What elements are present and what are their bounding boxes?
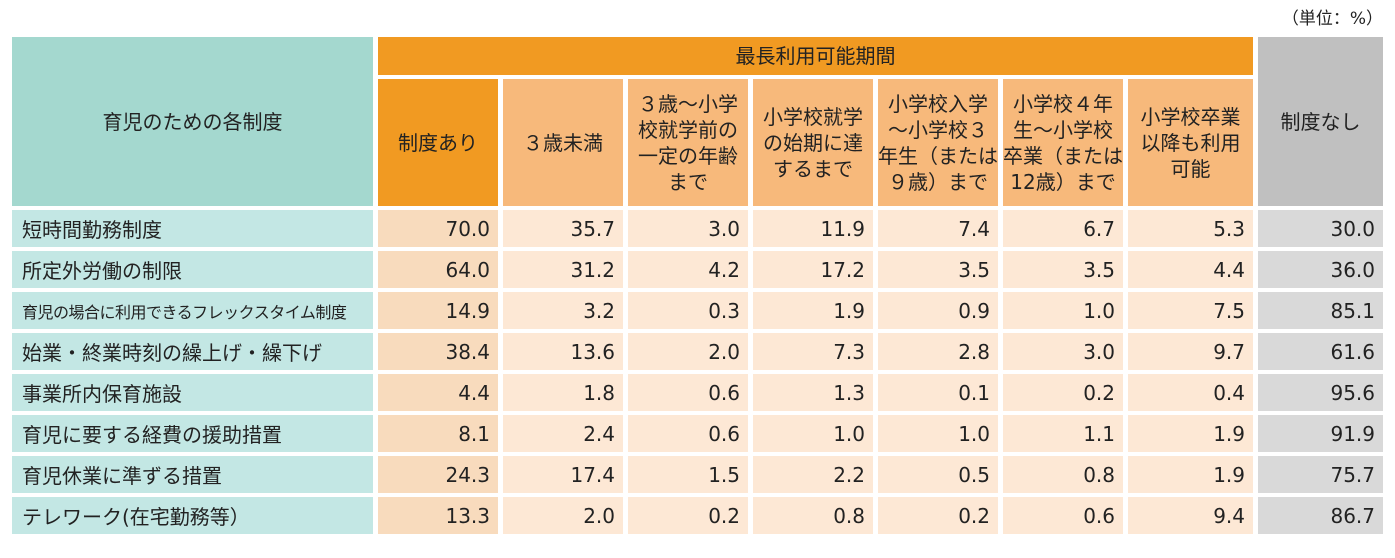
value-cell: 1.5 [628, 456, 748, 493]
value-cell: 36.0 [1258, 251, 1383, 288]
header-cell: ３歳未満 [503, 79, 623, 206]
header-cell: 制度あり [378, 79, 498, 206]
value-cell: 0.4 [1128, 374, 1253, 411]
value-cell: 8.1 [378, 415, 498, 452]
value-cell: 3.0 [1003, 333, 1123, 370]
header-cell: 小学校入学 ～小学校３ 年生（または ９歳）まで [878, 79, 998, 206]
table-row: 育児休業に準ずる措置 24.3 17.4 1.5 2.2 0.5 0.8 1.9 75.7 [12, 456, 1383, 493]
value-cell: 2.8 [878, 333, 998, 370]
value-cell: 2.2 [753, 456, 873, 493]
row-label: 育児に要する経費の援助措置 [12, 415, 373, 452]
value-cell: 0.1 [878, 374, 998, 411]
value-cell: 4.4 [378, 374, 498, 411]
value-cell: 6.7 [1003, 210, 1123, 247]
header-cell: 育児のための各制度 [12, 37, 373, 206]
value-cell: 7.3 [753, 333, 873, 370]
row-label: テレワーク(在宅勤務等） [12, 497, 373, 534]
value-cell: 0.9 [878, 292, 998, 329]
value-cell: 1.3 [753, 374, 873, 411]
value-cell: 4.2 [628, 251, 748, 288]
value-cell: 61.6 [1258, 333, 1383, 370]
value-cell: 1.9 [1128, 415, 1253, 452]
value-cell: 1.9 [1128, 456, 1253, 493]
value-cell: 75.7 [1258, 456, 1383, 493]
value-cell: 0.6 [628, 374, 748, 411]
value-cell: 0.5 [878, 456, 998, 493]
value-cell: 91.9 [1258, 415, 1383, 452]
unit-note: （単位：%） [1281, 9, 1383, 29]
value-cell: 1.0 [1003, 292, 1123, 329]
value-cell: 2.0 [628, 333, 748, 370]
value-cell: 86.7 [1258, 497, 1383, 534]
value-cell: 0.2 [628, 497, 748, 534]
value-cell: 85.1 [1258, 292, 1383, 329]
value-cell: 0.6 [628, 415, 748, 452]
value-cell: 5.3 [1128, 210, 1253, 247]
value-cell: 0.2 [1003, 374, 1123, 411]
table-body: 短時間勤務制度 70.0 35.7 3.0 11.9 7.4 6.7 5.3 30.0 所定外労働… [12, 210, 1383, 534]
value-cell: 7.5 [1128, 292, 1253, 329]
value-cell: 64.0 [378, 251, 498, 288]
value-cell: 1.0 [753, 415, 873, 452]
value-cell: 0.3 [628, 292, 748, 329]
value-cell: 3.5 [1003, 251, 1123, 288]
value-cell: 0.2 [878, 497, 998, 534]
value-cell: 2.4 [503, 415, 623, 452]
row-label: 始業・終業時刻の繰上げ・繰下げ [12, 333, 373, 370]
table-row: 始業・終業時刻の繰上げ・繰下げ 38.4 13.6 2.0 7.3 2.8 3.0 9.7 61… [12, 333, 1383, 370]
value-cell: 38.4 [378, 333, 498, 370]
table-header: 育児のための各制度 最長利用可能期間 制度なし 制度あり ３歳未満 ３歳～小学 校… [12, 37, 1383, 206]
table-row: 育児に要する経費の援助措置 8.1 2.4 0.6 1.0 1.0 1.1 1.9 91.9 [12, 415, 1383, 452]
value-cell: 7.4 [878, 210, 998, 247]
value-cell: 31.2 [503, 251, 623, 288]
header-cell: 小学校卒業 以降も利用 可能 [1128, 79, 1253, 206]
value-cell: 13.3 [378, 497, 498, 534]
row-label: 所定外労働の制限 [12, 251, 373, 288]
header-cell: 制度なし [1258, 37, 1383, 206]
value-cell: 1.9 [753, 292, 873, 329]
value-cell: 30.0 [1258, 210, 1383, 247]
value-cell: 17.2 [753, 251, 873, 288]
data-table: 育児のための各制度 最長利用可能期間 制度なし 制度あり ３歳未満 ３歳～小学 校… [7, 33, 1388, 538]
row-label: 育児の場合に利用できるフレックスタイム制度 [12, 292, 373, 329]
header-cell: 小学校就学 の始期に達 するまで [753, 79, 873, 206]
value-cell: 1.0 [878, 415, 998, 452]
row-label: 短時間勤務制度 [12, 210, 373, 247]
header-cell: 小学校４年 生～小学校 卒業（または 12歳）まで [1003, 79, 1123, 206]
value-cell: 9.4 [1128, 497, 1253, 534]
value-cell: 4.4 [1128, 251, 1253, 288]
table-row: 事業所内保育施設 4.4 1.8 0.6 1.3 0.1 0.2 0.4 95.6 [12, 374, 1383, 411]
value-cell: 3.5 [878, 251, 998, 288]
value-cell: 2.0 [503, 497, 623, 534]
value-cell: 24.3 [378, 456, 498, 493]
header-cell: 最長利用可能期間 [378, 37, 1253, 75]
table-row: 所定外労働の制限 64.0 31.2 4.2 17.2 3.5 3.5 4.4 36.0 [12, 251, 1383, 288]
value-cell: 9.7 [1128, 333, 1253, 370]
value-cell: 1.1 [1003, 415, 1123, 452]
value-cell: 70.0 [378, 210, 498, 247]
value-cell: 0.8 [1003, 456, 1123, 493]
row-label: 育児休業に準ずる措置 [12, 456, 373, 493]
value-cell: 17.4 [503, 456, 623, 493]
value-cell: 3.0 [628, 210, 748, 247]
table-row: 短時間勤務制度 70.0 35.7 3.0 11.9 7.4 6.7 5.3 30.0 [12, 210, 1383, 247]
value-cell: 14.9 [378, 292, 498, 329]
table-row: 育児の場合に利用できるフレックスタイム制度 14.9 3.2 0.3 1.9 0.9 1.0… [12, 292, 1383, 329]
value-cell: 0.6 [1003, 497, 1123, 534]
header-cell: ３歳～小学 校就学前の 一定の年齢 まで [628, 79, 748, 206]
value-cell: 11.9 [753, 210, 873, 247]
value-cell: 13.6 [503, 333, 623, 370]
value-cell: 1.8 [503, 374, 623, 411]
value-cell: 3.2 [503, 292, 623, 329]
value-cell: 0.8 [753, 497, 873, 534]
row-label: 事業所内保育施設 [12, 374, 373, 411]
value-cell: 95.6 [1258, 374, 1383, 411]
table-row: テレワーク(在宅勤務等） 13.3 2.0 0.2 0.8 0.2 0.6 9.4 86.7 [12, 497, 1383, 534]
value-cell: 35.7 [503, 210, 623, 247]
